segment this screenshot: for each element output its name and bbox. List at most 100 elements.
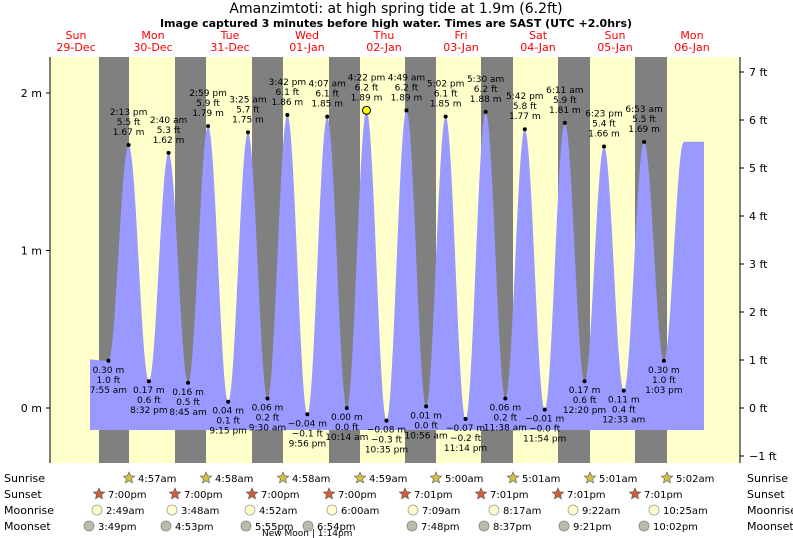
right-axis-tick-label: 7 ft xyxy=(749,66,768,79)
low-tide-time: 11:54 pm xyxy=(523,435,566,445)
moonset-icon xyxy=(160,520,172,532)
sunset-icon xyxy=(551,487,565,500)
high-tide-point xyxy=(166,150,171,155)
sun-moon-rows: Sunrise Sunrise Sunset Sunset Moonrise Moonri… xyxy=(4,471,793,538)
high-tide-m: 1.75 m xyxy=(232,115,264,125)
high-tide-point xyxy=(443,114,448,119)
high-tide-m: 1.62 m xyxy=(153,136,185,146)
sunrise-time: 4:57am xyxy=(138,474,176,485)
high-tide-ft: 6.1 ft xyxy=(315,90,339,100)
high-tide-point xyxy=(601,144,606,149)
high-tide-m: 1.88 m xyxy=(470,95,502,105)
low-tide-point xyxy=(186,380,191,385)
day-name-label: Sun xyxy=(66,29,87,42)
high-tide-m: 1.89 m xyxy=(351,93,383,103)
high-tide-point xyxy=(404,108,409,113)
high-tide-ft: 5.5 ft xyxy=(632,115,656,125)
high-tide-point xyxy=(126,142,131,147)
moonrise-icon xyxy=(326,504,338,516)
low-tide-m: −0.08 m xyxy=(367,426,406,436)
moonrise-time: 9:22am xyxy=(582,506,620,517)
moonset-icon xyxy=(83,520,95,532)
day-name-label: Mon xyxy=(141,29,164,42)
low-tide-point xyxy=(146,379,151,384)
sunrise-icon xyxy=(660,471,674,484)
high-tide-ft: 5.8 ft xyxy=(513,102,537,112)
sunset-icon xyxy=(628,487,642,500)
row-label-right: Sunrise xyxy=(747,472,788,485)
low-tide-m: 0.04 m xyxy=(212,407,244,417)
right-axis-tick-label: 0 ft xyxy=(749,402,768,415)
moonrise-icon xyxy=(648,504,660,516)
moonrise-time: 7:09am xyxy=(422,506,460,517)
high-tide-point xyxy=(325,114,330,119)
sunset-time: 7:00pm xyxy=(108,490,147,501)
sunset-time: 7:01pm xyxy=(414,490,453,501)
day-name-label: Wed xyxy=(295,29,319,42)
row-label-right: Moonset xyxy=(747,520,793,533)
row-label-left: Sunset xyxy=(4,488,42,501)
row-label-left: Moonrise xyxy=(4,504,54,517)
high-tide-time: 6:23 pm xyxy=(585,110,623,120)
sunset-icon xyxy=(322,487,336,500)
high-tide-label: 4:07 am6.1 ft1.85 m xyxy=(309,80,346,119)
low-tide-time: 9:30 am xyxy=(249,424,286,434)
high-tide-m: 1.69 m xyxy=(628,125,660,135)
high-tide-ft: 6.1 ft xyxy=(276,88,300,98)
high-tide-ft: 5.4 ft xyxy=(592,120,616,130)
sunrise-time: 5:01am xyxy=(599,474,637,485)
low-tide-time: 12:20 pm xyxy=(563,406,606,416)
low-tide-ft: 0.4 ft xyxy=(612,406,636,416)
low-tide-point xyxy=(542,407,547,412)
high-tide-m: 1.81 m xyxy=(549,106,581,116)
chart-subtitle: Image captured 3 minutes before high wat… xyxy=(160,17,632,30)
sunset-icon xyxy=(474,487,488,500)
low-tide-point xyxy=(106,358,111,363)
low-tide-time: 9:56 pm xyxy=(289,439,327,449)
high-tide-point xyxy=(483,109,488,114)
day-date-label: 04-Jan xyxy=(520,41,556,54)
sunrise-icon xyxy=(429,471,443,484)
tide-water-area xyxy=(90,110,704,430)
high-tide-m: 1.85 m xyxy=(311,100,343,110)
high-tide-ft: 5.5 ft xyxy=(117,118,141,128)
sunset-icon xyxy=(92,487,106,500)
high-tide-ft: 5.9 ft xyxy=(553,96,577,106)
moonrise-icon xyxy=(407,504,419,516)
high-tide-label: 3:42 pm6.1 ft1.86 m xyxy=(269,78,306,118)
high-tide-point xyxy=(206,124,211,129)
high-tide-m: 1.86 m xyxy=(272,98,304,108)
low-tide-m: −0.01 m xyxy=(525,415,564,425)
low-tide-m: 0.16 m xyxy=(172,388,204,398)
low-tide-ft: 0.2 ft xyxy=(256,414,280,424)
sunset-time: 7:00pm xyxy=(261,490,300,501)
right-axis-tick-label: 3 ft xyxy=(749,258,768,271)
low-tide-m: 0.17 m xyxy=(569,386,601,396)
high-tide-label: 2:40 am5.3 ft1.62 m xyxy=(150,116,187,155)
low-tide-ft: 1.0 ft xyxy=(652,376,676,386)
low-tide-m: 0.06 m xyxy=(252,404,284,414)
low-tide-point xyxy=(661,358,666,363)
low-tide-m: 0.17 m xyxy=(133,386,165,396)
moonrise-time: 3:48am xyxy=(181,506,219,517)
high-tide-time: 5:42 pm xyxy=(506,92,544,102)
moonset-time: 5:55pm xyxy=(255,522,294,533)
moon-phase-note: New Moon | 1:14pm xyxy=(262,529,352,538)
moonset-icon xyxy=(478,520,490,532)
high-tide-label: 3:25 am5.7 ft1.75 m xyxy=(229,95,267,135)
high-tide-m: 1.67 m xyxy=(113,128,145,138)
moonrise-icon xyxy=(166,504,178,516)
axes: 0 m 1 m 2 m −1 ft 0 ft 1 ft 2 ft 3 ft 4 ft 5 ft 6 … xyxy=(21,57,777,463)
high-tide-ft: 5.9 ft xyxy=(196,99,220,109)
low-tide-time: 8:45 am xyxy=(169,408,206,418)
sunset-time: 7:01pm xyxy=(644,490,683,501)
high-tide-time: 5:02 pm xyxy=(427,80,465,90)
low-tide-ft: −0.3 ft xyxy=(371,436,403,446)
day-date-label: 29-Dec xyxy=(56,41,95,54)
low-tide-m: 0.06 m xyxy=(489,404,521,414)
